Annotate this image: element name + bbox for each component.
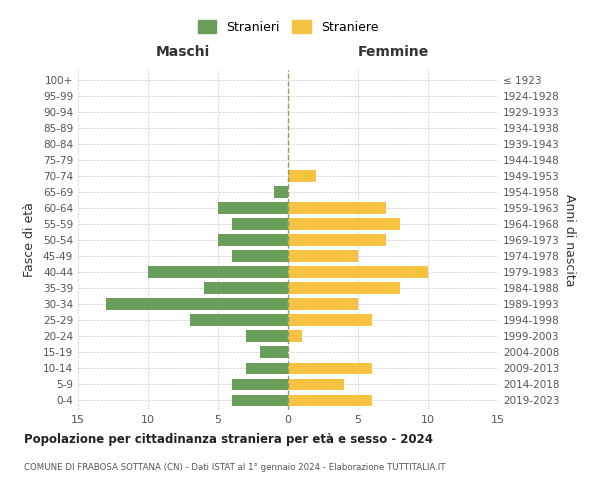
Bar <box>288 298 358 310</box>
Bar <box>288 394 372 406</box>
Text: COMUNE DI FRABOSA SOTTANA (CN) - Dati ISTAT al 1° gennaio 2024 - Elaborazione TU: COMUNE DI FRABOSA SOTTANA (CN) - Dati IS… <box>24 462 445 471</box>
Bar <box>232 250 288 262</box>
Bar <box>232 394 288 406</box>
Bar <box>288 330 302 342</box>
Bar <box>288 250 358 262</box>
Bar <box>106 298 288 310</box>
Bar <box>218 234 288 246</box>
Bar <box>218 202 288 213</box>
Y-axis label: Anni di nascita: Anni di nascita <box>563 194 576 286</box>
Bar <box>274 186 288 198</box>
Bar <box>246 362 288 374</box>
Bar <box>288 314 372 326</box>
Bar <box>260 346 288 358</box>
Bar <box>288 234 386 246</box>
Bar <box>288 362 372 374</box>
Y-axis label: Fasce di età: Fasce di età <box>23 202 36 278</box>
Bar <box>288 378 344 390</box>
Bar <box>288 170 316 181</box>
Text: Popolazione per cittadinanza straniera per età e sesso - 2024: Popolazione per cittadinanza straniera p… <box>24 432 433 446</box>
Bar <box>232 378 288 390</box>
Text: Maschi: Maschi <box>156 45 210 59</box>
Bar <box>288 282 400 294</box>
Bar <box>246 330 288 342</box>
Bar <box>148 266 288 278</box>
Bar <box>288 218 400 230</box>
Legend: Stranieri, Straniere: Stranieri, Straniere <box>194 16 382 38</box>
Bar <box>288 266 428 278</box>
Text: Femmine: Femmine <box>358 45 428 59</box>
Bar <box>190 314 288 326</box>
Bar <box>232 218 288 230</box>
Bar <box>204 282 288 294</box>
Bar <box>288 202 386 213</box>
